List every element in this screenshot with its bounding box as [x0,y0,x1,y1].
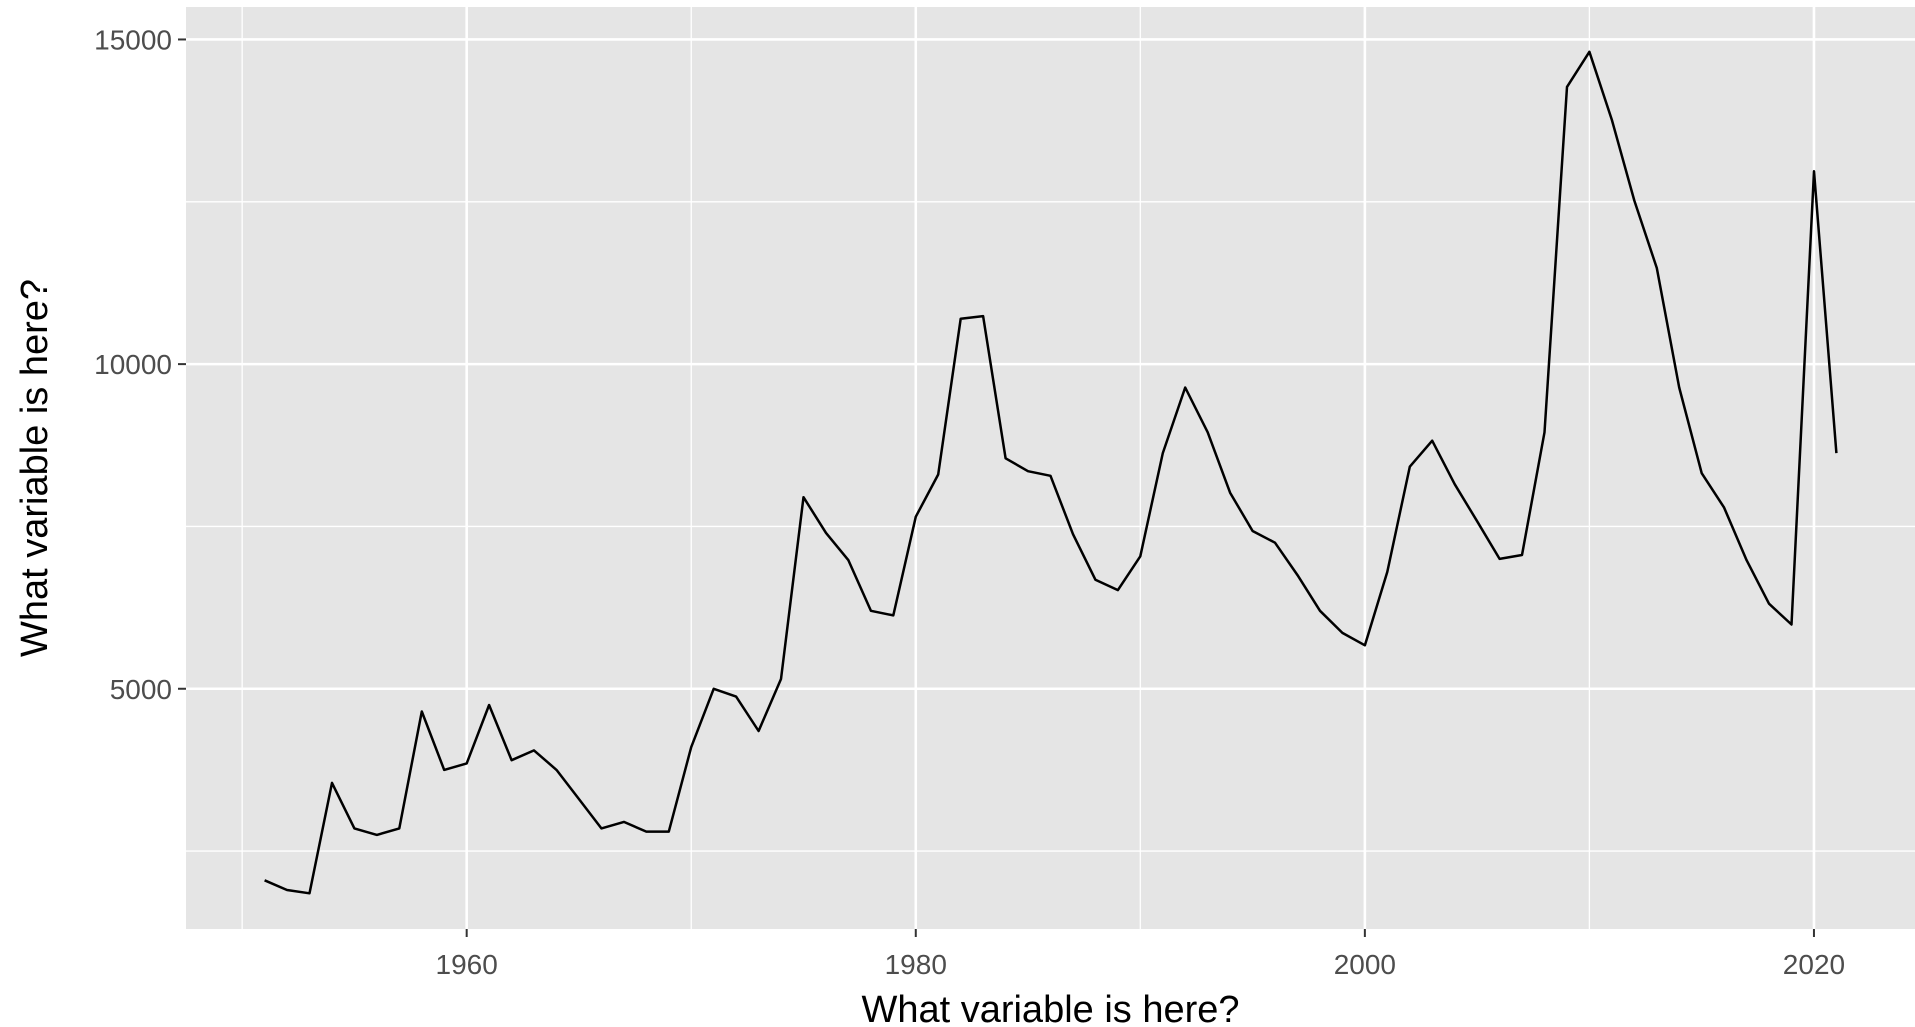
axis-ticks [178,38,1815,937]
series-line [264,50,1838,895]
x-axis-title: What variable is here? [861,989,1239,1027]
x-tick-label: 1960 [436,949,498,980]
major-gridlines [186,7,1915,929]
y-tick-label: 10000 [94,349,172,380]
minor-gridlines [186,7,1915,929]
plot-panel [186,7,1915,929]
x-tick-label: 2000 [1334,949,1396,980]
x-tick-label: 2020 [1783,949,1845,980]
x-tick-label: 1980 [885,949,947,980]
y-axis-title: What variable is here? [14,279,56,657]
y-tick-label: 5000 [110,674,172,705]
axis-tick-labels: 1960 1980 2000 2020 5000 10000 15000 [94,24,1845,980]
y-tick-label: 15000 [94,24,172,55]
